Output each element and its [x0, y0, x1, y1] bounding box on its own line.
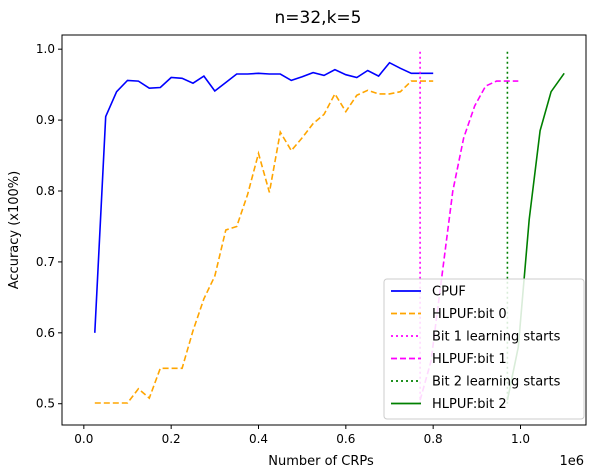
legend: CPUF HLPUF:bit 0 Bit 1 learning starts HLPU… — [383, 278, 585, 420]
x-tick-label: 0.4 — [249, 432, 268, 446]
legend-label-bit-1-learning-starts: Bit 1 learning starts — [432, 330, 561, 345]
y-tick-label: 1.0 — [36, 42, 55, 56]
legend-box — [383, 278, 585, 420]
legend-label-hlpuf-bit-0: HLPUF:bit 0 — [432, 307, 507, 322]
chart-title: n=32,k=5 — [275, 8, 362, 28]
y-ticks: 0.5 0.6 0.7 0.8 0.9 1.0 — [36, 42, 62, 411]
series-line-cpuf — [94, 61, 434, 333]
series-line-hlpuf-bit-0 — [94, 80, 434, 404]
y-axis-label: Accuracy (x100%) — [7, 171, 22, 290]
x-tick-label: 0.2 — [162, 432, 181, 446]
x-tick-label: 0.0 — [74, 432, 93, 446]
y-tick-label: 0.9 — [36, 113, 55, 127]
legend-label-hlpuf-bit-2: HLPUF:bit 2 — [432, 397, 507, 412]
x-tick-label: 0.6 — [336, 432, 355, 446]
plot-frame — [61, 34, 587, 426]
y-tick-label: 0.5 — [36, 397, 55, 411]
x-axis-label: Number of CRPs — [268, 454, 374, 469]
legend-label-hlpuf-bit-1: HLPUF:bit 1 — [432, 352, 507, 367]
y-tick-label: 0.8 — [36, 184, 55, 198]
y-tick-label: 0.7 — [36, 255, 55, 269]
y-tick-label: 0.6 — [36, 326, 55, 340]
legend-label-cpuf: CPUF — [432, 285, 466, 300]
x-tick-label: 0.8 — [424, 432, 443, 446]
legend-label-bit-2-learning-starts: Bit 2 learning starts — [432, 375, 561, 390]
x-ticks: 0.0 0.2 0.4 0.6 0.8 1.0 — [74, 425, 530, 446]
x-axis-offset-label: 1e6 — [559, 454, 584, 469]
x-tick-label: 1.0 — [511, 432, 530, 446]
legend-items: CPUF HLPUF:bit 0 Bit 1 learning starts HLPU… — [391, 285, 561, 412]
